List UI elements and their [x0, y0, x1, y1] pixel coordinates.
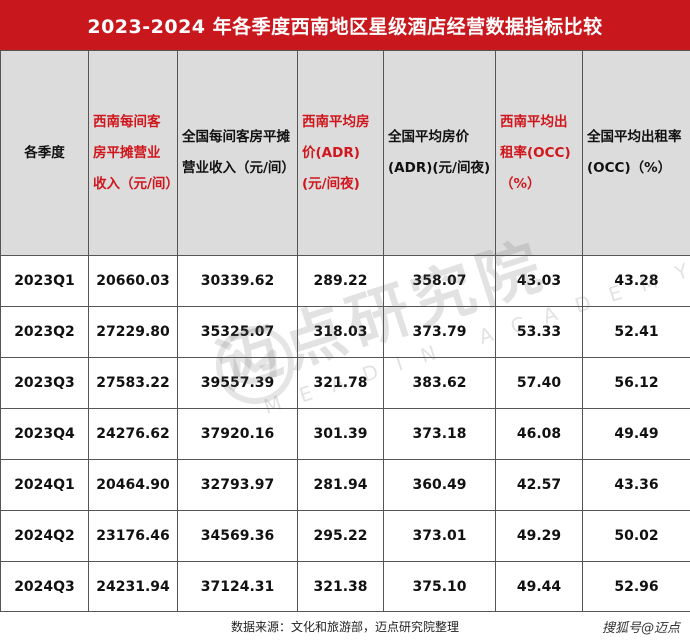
- source-footnote: 数据来源：文化和旅游部，迈点研究院整理: [230, 619, 459, 634]
- cell-sw-adr: 281.94: [297, 459, 384, 511]
- header-cell-sw-revpar: 西南每间客房平摊营业收入（元/间）: [88, 50, 179, 256]
- table-row: 2024Q1 20464.90 32793.97 281.94 360.49 4…: [0, 459, 690, 511]
- cell-national-adr: 373.01: [383, 510, 496, 562]
- header-cell-national-adr: 全国平均房价(ADR)(元/间夜): [383, 50, 496, 256]
- cell-sw-revpar: 23176.46: [88, 510, 178, 562]
- hotel-data-table: 各季度 西南每间客房平摊营业收入（元/间） 全国每间客房平摊营业收入（元/间） …: [0, 50, 690, 612]
- cell-quarter: 2023Q2: [0, 306, 89, 358]
- cell-national-adr: 375.10: [383, 561, 496, 612]
- cell-sw-revpar: 27229.80: [88, 306, 178, 358]
- header-cell-quarter: 各季度: [0, 50, 89, 256]
- table-row: 2023Q2 27229.80 35325.07 318.03 373.79 5…: [0, 306, 690, 358]
- cell-sw-adr: 318.03: [297, 306, 384, 358]
- cell-national-revpar: 39557.39: [177, 357, 298, 409]
- cell-quarter: 2023Q4: [0, 408, 89, 460]
- cell-national-revpar: 35325.07: [177, 306, 298, 358]
- cell-national-revpar: 30339.62: [177, 255, 298, 307]
- cell-sw-occ: 43.03: [495, 255, 583, 307]
- table-row: 2023Q3 27583.22 39557.39 321.78 383.62 5…: [0, 357, 690, 409]
- cell-sw-occ: 53.33: [495, 306, 583, 358]
- source-credit: 搜狐号@迈点: [601, 620, 680, 636]
- table-row: 2023Q1 20660.03 30339.62 289.22 358.07 4…: [0, 255, 690, 307]
- cell-quarter: 2023Q1: [0, 255, 89, 307]
- cell-national-revpar: 37124.31: [177, 561, 298, 612]
- cell-national-revpar: 32793.97: [177, 459, 298, 511]
- header-row: 各季度 西南每间客房平摊营业收入（元/间） 全国每间客房平摊营业收入（元/间） …: [0, 50, 690, 256]
- cell-national-occ: 56.12: [582, 357, 690, 409]
- header-cell-national-occ: 全国平均出租率(OCC)（%）: [582, 50, 690, 256]
- cell-sw-revpar: 24276.62: [88, 408, 178, 460]
- table-row: 2024Q2 23176.46 34569.36 295.22 373.01 4…: [0, 510, 690, 562]
- cell-sw-revpar: 27583.22: [88, 357, 178, 409]
- cell-national-occ: 49.49: [582, 408, 690, 460]
- header-cell-sw-occ: 西南平均出租率(OCC)（%）: [495, 50, 583, 256]
- cell-national-occ: 43.36: [582, 459, 690, 511]
- table-row: 2024Q3 24231.94 37124.31 321.38 375.10 4…: [0, 561, 690, 612]
- cell-quarter: 2024Q2: [0, 510, 89, 562]
- cell-sw-occ: 46.08: [495, 408, 583, 460]
- cell-sw-occ: 42.57: [495, 459, 583, 511]
- cell-sw-adr: 295.22: [297, 510, 384, 562]
- cell-national-adr: 360.49: [383, 459, 496, 511]
- cell-national-occ: 43.28: [582, 255, 690, 307]
- cell-national-revpar: 34569.36: [177, 510, 298, 562]
- cell-sw-occ: 49.29: [495, 510, 583, 562]
- cell-quarter: 2023Q3: [0, 357, 89, 409]
- cell-national-adr: 358.07: [383, 255, 496, 307]
- cell-sw-revpar: 24231.94: [88, 561, 178, 612]
- header-cell-sw-adr: 西南平均房价(ADR)(元/间夜): [297, 50, 384, 256]
- cell-sw-adr: 321.78: [297, 357, 384, 409]
- cell-national-revpar: 37920.16: [177, 408, 298, 460]
- cell-national-occ: 52.96: [582, 561, 690, 612]
- cell-sw-revpar: 20660.03: [88, 255, 178, 307]
- table-title: 2023-2024 年各季度西南地区星级酒店经营数据指标比较: [0, 0, 690, 50]
- cell-sw-adr: 289.22: [297, 255, 384, 307]
- cell-sw-adr: 321.38: [297, 561, 384, 612]
- cell-national-adr: 373.18: [383, 408, 496, 460]
- cell-sw-occ: 57.40: [495, 357, 583, 409]
- cell-sw-adr: 301.39: [297, 408, 384, 460]
- cell-national-occ: 52.41: [582, 306, 690, 358]
- table-row: 2023Q4 24276.62 37920.16 301.39 373.18 4…: [0, 408, 690, 460]
- cell-sw-occ: 49.44: [495, 561, 583, 612]
- cell-quarter: 2024Q3: [0, 561, 89, 612]
- cell-national-adr: 383.62: [383, 357, 496, 409]
- cell-national-adr: 373.79: [383, 306, 496, 358]
- cell-national-occ: 50.02: [582, 510, 690, 562]
- cell-quarter: 2024Q1: [0, 459, 89, 511]
- cell-sw-revpar: 20464.90: [88, 459, 178, 511]
- header-cell-national-revpar: 全国每间客房平摊营业收入（元/间）: [177, 50, 298, 256]
